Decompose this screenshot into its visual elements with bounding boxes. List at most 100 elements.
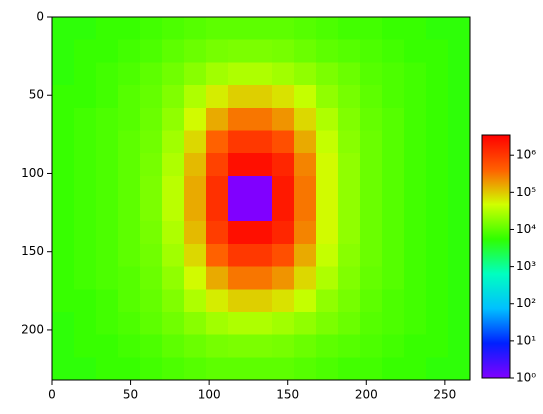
heatmap-cell [360,357,383,381]
heatmap-cell [426,107,449,131]
heatmap-cell [426,17,449,41]
heatmap-cell [316,243,339,268]
heatmap-cell [118,334,141,358]
heatmap-cell [118,198,141,222]
heatmap-cell [96,130,119,154]
x-tick-label: 150 [276,388,299,402]
heatmap-cell [162,243,185,268]
heatmap-cell [184,17,207,41]
heatmap-cell [294,198,317,222]
y-tick-label: 200 [21,322,44,336]
heatmap-cell [360,198,383,222]
heatmap-cell [228,266,251,290]
colorbar-tick-label: 10¹ [516,333,536,347]
heatmap-cell [74,221,97,245]
heatmap-cell [118,17,141,41]
heatmap-cell [52,334,75,358]
heatmap-cell [426,153,449,177]
colorbar [481,134,511,379]
heatmap-cell [184,153,207,177]
heatmap-cell [316,198,339,222]
colorbar-tick-label: 10⁴ [516,222,536,236]
heatmap-cell [140,357,163,381]
heatmap-cell [118,221,141,245]
heatmap-cell [360,289,383,313]
heatmap-cell [206,266,229,290]
heatmap-cell [404,153,427,177]
heatmap-cell [316,221,339,245]
heatmap-cell [338,243,361,268]
heatmap-cell [404,175,427,199]
heatmap-cell [404,266,427,290]
heatmap-cell [404,289,427,313]
heatmap-cell [250,39,273,63]
heatmap-cell [118,357,141,381]
heatmap-cell [118,39,141,63]
heatmap-cell [382,334,405,358]
heatmap-cell [338,266,361,290]
heatmap-cell [360,85,383,109]
heatmap-cell [52,266,75,290]
heatmap-cell [206,357,229,381]
heatmap-cell [250,198,273,222]
heatmap-cell [118,85,141,109]
heatmap-cell [294,334,317,358]
heatmap-cell [140,311,163,336]
heatmap-cell [206,198,229,222]
heatmap-cell [250,175,273,199]
heatmap-cell [426,198,449,222]
colorbar-tick-label: 10⁰ [516,371,536,385]
heatmap-cell [316,62,339,86]
heatmap-cell [228,39,251,63]
heatmap-cell [272,311,295,336]
heatmap-cell [382,357,405,381]
heatmap-cell [360,39,383,63]
heatmap-cell [250,153,273,177]
heatmap-cell [294,311,317,336]
heatmap-cell [184,221,207,245]
heatmap-cell [228,311,251,336]
heatmap-cell [338,357,361,381]
x-tick-label: 100 [198,388,221,402]
heatmap-cell [96,266,119,290]
heatmap-cell [184,334,207,358]
heatmap-cell [162,39,185,63]
heatmap-cell [140,289,163,313]
heatmap-cell [52,289,75,313]
heatmap-cell [228,130,251,154]
heatmap-cell [206,243,229,268]
heatmap-cell [338,311,361,336]
heatmap-cell [382,153,405,177]
heatmap-cell [294,107,317,131]
heatmap-cell [250,130,273,154]
heatmap-cell [96,357,119,381]
heatmap-cell [426,266,449,290]
heatmap-cell [404,85,427,109]
heatmap-cell [338,153,361,177]
heatmap-cell [448,221,471,245]
heatmap-cell [206,107,229,131]
heatmap-cell [140,130,163,154]
heatmap-cell [250,311,273,336]
heatmap-cell [448,175,471,199]
heatmap-cell [96,221,119,245]
heatmap-cell [250,17,273,41]
heatmap-cell [382,198,405,222]
heatmap-cell [96,243,119,268]
heatmap-cell [404,39,427,63]
heatmap-cell [294,39,317,63]
heatmap-cell [338,107,361,131]
heatmap-cell [404,17,427,41]
heatmap-cell [206,62,229,86]
colorbar-tick-label: 10⁶ [516,148,536,162]
heatmap-cell [448,311,471,336]
heatmap-cell [382,130,405,154]
heatmap-cell [272,175,295,199]
x-tick-label: 200 [355,388,378,402]
heatmap-cell [360,107,383,131]
heatmap-cell [338,85,361,109]
heatmap-cell [162,107,185,131]
heatmap-cell [118,130,141,154]
heatmap-cell [316,85,339,109]
